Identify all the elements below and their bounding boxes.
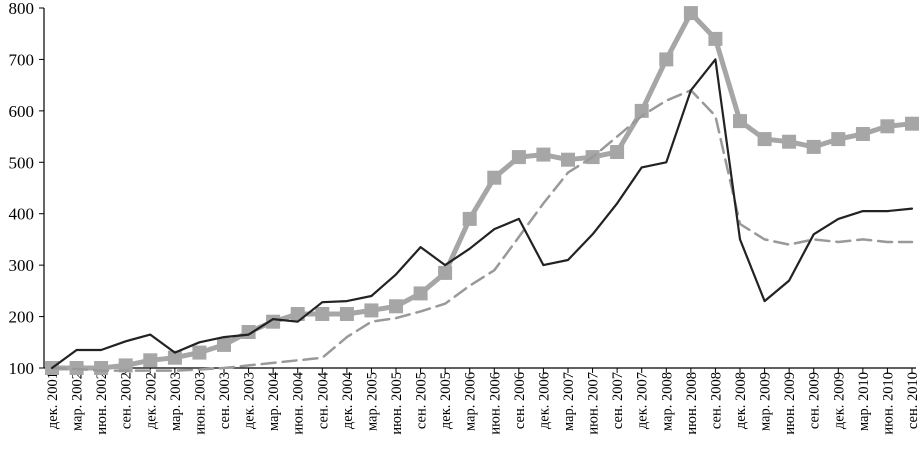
series-marker (487, 170, 502, 185)
x-tick-label: июн. 2003 (192, 372, 208, 435)
series-marker (880, 119, 895, 134)
series-marker (536, 147, 551, 162)
x-tick-label: мар. 2004 (266, 371, 282, 431)
series-marker (315, 307, 330, 321)
x-tick-label: сен. 2003 (217, 372, 233, 429)
series-marker (266, 314, 281, 329)
x-tick-label: мар. 2010 (856, 372, 872, 431)
x-tick-label: июн. 2005 (389, 372, 405, 435)
y-tick-label: 300 (9, 256, 35, 275)
series-marker (413, 286, 428, 301)
x-tick-label: дек. 2006 (536, 372, 552, 429)
x-tick-label: дек. 2008 (733, 372, 749, 429)
x-tick-label: дек. 2009 (831, 372, 847, 429)
x-tick-label: июн. 2010 (880, 372, 896, 435)
series-marker (733, 114, 747, 129)
x-tick-label: мар. 2002 (70, 372, 86, 431)
x-axis-ticks: дек. 2001 мар. 2002 июн. 2002 сен. 2002 дек.… (45, 368, 921, 435)
x-tick-label: сен. 2002 (119, 372, 135, 429)
series-line-dashed-gray (50, 89, 914, 372)
series-marker (905, 116, 919, 131)
series-marker (167, 350, 182, 365)
x-tick-label: дек. 2002 (143, 372, 159, 429)
series-marker (389, 299, 403, 314)
y-tick-label: 800 (9, 0, 35, 18)
series-line-solid-dark (50, 58, 914, 370)
series-marker (831, 132, 846, 147)
x-tick-label: сен. 2006 (512, 372, 528, 429)
series-marker (659, 52, 674, 67)
y-tick-label: 700 (9, 50, 35, 69)
x-tick-label: дек. 2007 (635, 372, 651, 429)
x-tick-label: мар. 2006 (463, 372, 479, 431)
series-marker (438, 265, 453, 280)
x-tick-label: июн. 2007 (586, 372, 602, 435)
series-line-thick-square-markers (49, 10, 915, 371)
series-marker (462, 211, 477, 226)
x-tick-label: июн. 2009 (782, 372, 798, 435)
x-tick-label: мар. 2007 (561, 372, 577, 431)
series-marker (806, 139, 821, 154)
y-tick-label: 600 (9, 102, 35, 121)
x-tick-label: мар. 2005 (364, 372, 380, 431)
x-tick-label: сен. 2005 (414, 372, 430, 429)
series-marker (143, 353, 158, 368)
x-tick-label: июн. 2008 (684, 372, 700, 435)
series-marker (855, 127, 870, 141)
series-marker (561, 152, 575, 167)
series-marker (290, 307, 305, 321)
x-tick-label: сен. 2010 (905, 372, 921, 429)
x-tick-label: мар. 2009 (758, 372, 774, 431)
x-tick-label: сен. 2007 (610, 372, 626, 429)
x-tick-label: июн. 2004 (291, 371, 307, 434)
x-tick-label: июн. 2002 (94, 372, 110, 435)
x-tick-label: дек. 2003 (242, 372, 258, 429)
x-tick-label: мар. 2008 (659, 372, 675, 431)
series-marker (511, 150, 526, 165)
y-tick-label: 400 (9, 205, 35, 224)
x-tick-label: мар. 2003 (168, 372, 184, 431)
series-marker (683, 6, 698, 21)
x-tick-label: сен. 2009 (807, 372, 823, 429)
y-tick-label: 100 (9, 359, 35, 378)
series-marker (192, 345, 207, 360)
y-tick-label: 200 (9, 308, 35, 327)
plot-area: 100 200 300 400 500 600 700 800 дек. 2001 мар. 2… (9, 0, 921, 435)
x-tick-label: сен. 2004 (315, 371, 331, 429)
x-tick-label: дек. 2001 (45, 372, 61, 429)
series-marker (94, 361, 109, 375)
series-marker (782, 134, 797, 149)
series-marker (364, 303, 379, 318)
x-tick-label: сен. 2008 (708, 372, 724, 429)
series-marker (339, 307, 354, 321)
series-marker (217, 337, 231, 352)
y-axis-ticks: 100 200 300 400 500 600 700 800 (9, 0, 44, 378)
series-marker (118, 358, 133, 373)
x-tick-label: дек. 2004 (340, 371, 356, 429)
series-marker (610, 145, 625, 159)
series-marker (757, 132, 772, 147)
y-tick-label: 500 (9, 153, 35, 172)
x-tick-label: июн. 2006 (487, 372, 503, 435)
x-tick-label: дек. 2005 (438, 372, 454, 429)
series-marker (708, 31, 723, 46)
series-group (45, 6, 919, 375)
